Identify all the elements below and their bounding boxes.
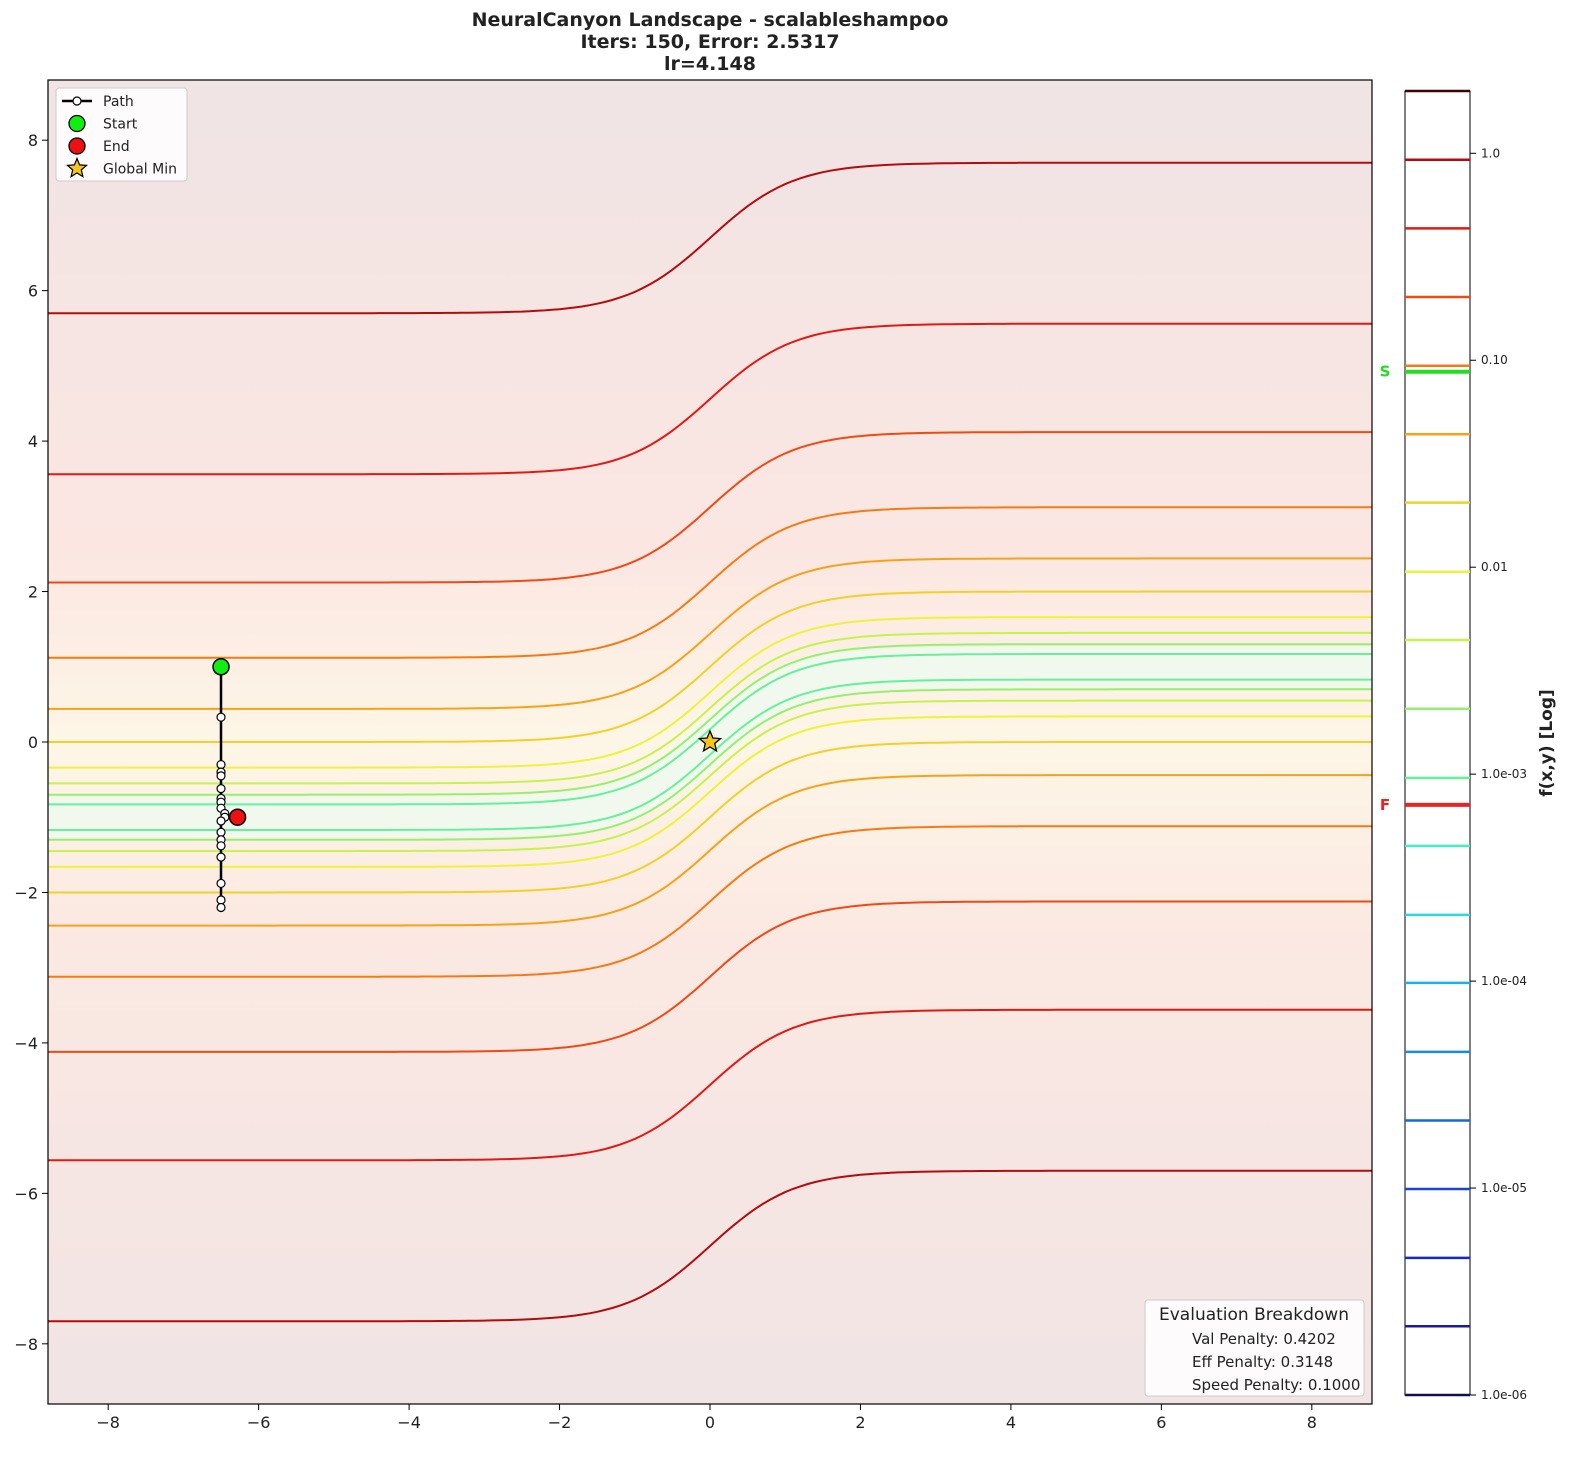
legend-symbol bbox=[68, 137, 86, 155]
y-tick-label: 4 bbox=[28, 432, 38, 451]
x-tick-label: 8 bbox=[1307, 1413, 1317, 1432]
contour-line bbox=[48, 322, 1372, 476]
contour-line bbox=[48, 688, 1372, 841]
path-point bbox=[216, 878, 226, 889]
path-point bbox=[216, 759, 226, 770]
global-min-marker bbox=[697, 729, 723, 753]
annotation-line: Eff Penalty: 0.3148 bbox=[1192, 1353, 1333, 1371]
colorbar-tick-label: 1.0e-06 bbox=[1481, 1388, 1527, 1402]
y-tick-label: −2 bbox=[14, 883, 38, 902]
contour-line bbox=[48, 741, 1372, 894]
end-point bbox=[228, 808, 247, 826]
legend-symbol bbox=[68, 114, 86, 133]
contour-line bbox=[48, 506, 1372, 659]
chart-subtitle: Iters: 150, Error: 2.5317 bbox=[580, 31, 839, 53]
legend-label: End bbox=[103, 139, 130, 155]
contour-line bbox=[48, 643, 1372, 796]
contour-line bbox=[48, 616, 1372, 769]
annotation-title: Evaluation Breakdown bbox=[1159, 1305, 1349, 1325]
contour-line bbox=[48, 1169, 1372, 1323]
x-tick-label: −2 bbox=[548, 1413, 572, 1432]
y-tick-label: 2 bbox=[28, 583, 38, 602]
contour-line bbox=[48, 678, 1372, 831]
y-tick-label: 0 bbox=[28, 733, 38, 752]
path-point bbox=[216, 712, 226, 722]
x-tick-label: −8 bbox=[96, 1413, 120, 1432]
path-point bbox=[216, 852, 226, 862]
path-point bbox=[216, 827, 226, 837]
colorbar-label: f(x,y) [Log] bbox=[1537, 689, 1557, 797]
x-tick-label: −6 bbox=[247, 1413, 271, 1432]
legend bbox=[55, 87, 188, 182]
contour-line bbox=[48, 557, 1372, 710]
colorbar-tick-label: 1.0e-03 bbox=[1481, 767, 1527, 781]
contour-line bbox=[48, 590, 1372, 743]
annotation-box bbox=[1144, 1299, 1365, 1397]
colorbar-marker-label: F bbox=[1380, 796, 1390, 814]
x-tick-label: 6 bbox=[1156, 1413, 1166, 1432]
colorbar-tick-label: 1.0e-04 bbox=[1481, 974, 1527, 988]
colorbar-tick-label: 0.10 bbox=[1481, 353, 1508, 367]
x-tick-label: −4 bbox=[397, 1413, 421, 1432]
colorbar-tick-label: 0.01 bbox=[1481, 560, 1508, 574]
path-point bbox=[216, 841, 226, 851]
x-tick-label: 2 bbox=[855, 1413, 865, 1432]
y-tick-label: −6 bbox=[14, 1184, 38, 1203]
annotation-line: Val Penalty: 0.4202 bbox=[1192, 1330, 1336, 1348]
colorbar-tick-label: 1.0 bbox=[1481, 146, 1500, 160]
colorbar-marker-label: S bbox=[1380, 363, 1391, 381]
y-tick-label: −4 bbox=[14, 1034, 38, 1053]
x-tick-label: 4 bbox=[1006, 1413, 1016, 1432]
contour-line bbox=[48, 715, 1372, 868]
legend-label: Start bbox=[103, 117, 138, 133]
chart-subtitle: lr=4.148 bbox=[664, 53, 756, 75]
y-tick-label: 8 bbox=[28, 131, 38, 150]
contour-line bbox=[48, 653, 1372, 806]
x-tick-label: 0 bbox=[705, 1413, 715, 1432]
legend-label: Global Min bbox=[103, 162, 177, 178]
contour-line bbox=[48, 1008, 1372, 1162]
contour-line bbox=[48, 825, 1372, 978]
contour-line bbox=[48, 699, 1372, 853]
annotation-line: Speed Penalty: 0.1000 bbox=[1192, 1376, 1360, 1394]
legend-symbol bbox=[72, 96, 82, 106]
path-point bbox=[216, 895, 226, 905]
y-tick-label: −8 bbox=[14, 1335, 38, 1354]
path-point bbox=[216, 771, 226, 781]
start-point bbox=[212, 658, 230, 676]
path-point bbox=[216, 816, 226, 826]
contour-line bbox=[48, 161, 1372, 315]
path-point bbox=[216, 902, 226, 913]
colorbar bbox=[1404, 90, 1471, 1396]
colorbar-tick-label: 1.0e-05 bbox=[1481, 1181, 1527, 1195]
path-point bbox=[216, 784, 226, 794]
contour-line bbox=[48, 774, 1372, 927]
legend-label: Path bbox=[103, 94, 134, 110]
contour-line bbox=[48, 631, 1372, 785]
y-tick-label: 6 bbox=[28, 282, 38, 301]
contour-line bbox=[48, 431, 1372, 584]
legend-symbol bbox=[66, 156, 88, 178]
contour-line bbox=[48, 900, 1372, 1053]
chart-title: NeuralCanyon Landscape - scalableshampoo bbox=[472, 9, 949, 31]
